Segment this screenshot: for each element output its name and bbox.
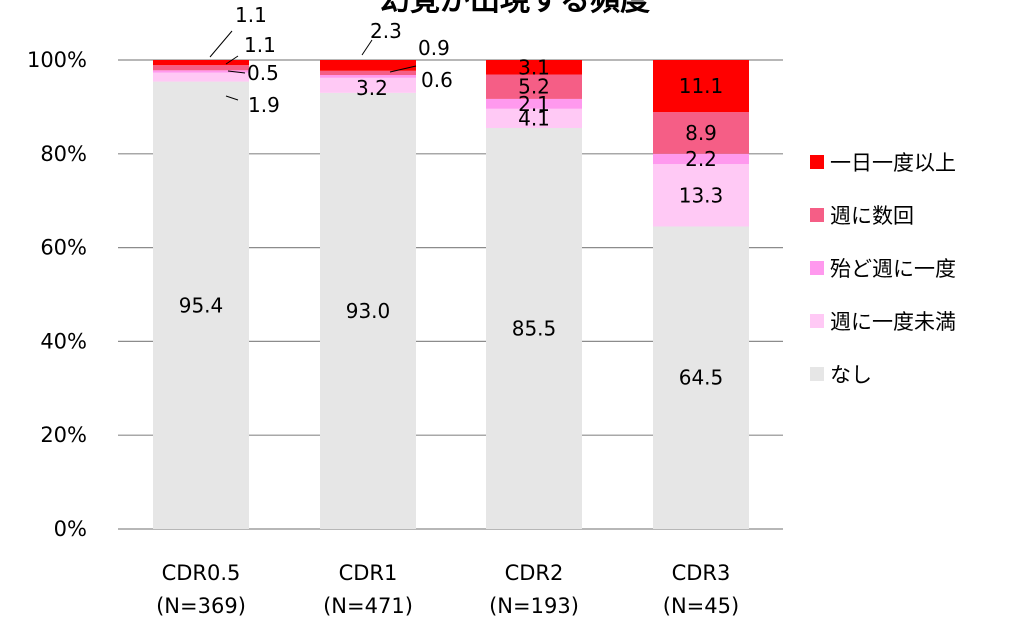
bar-segment xyxy=(320,60,416,71)
data-label: 1.9 xyxy=(248,93,280,117)
x-tick-label: CDR1 xyxy=(339,561,398,585)
legend-swatch xyxy=(810,367,824,381)
bar-segment xyxy=(486,128,582,529)
data-label: 85.5 xyxy=(512,317,557,341)
leader-line xyxy=(389,65,417,73)
leader-line xyxy=(361,39,373,56)
data-label: 5.2 xyxy=(518,75,550,99)
bars xyxy=(153,60,749,529)
bar-segment xyxy=(653,153,749,165)
y-axis: 0% 20% 40% 60% 80% 100% xyxy=(27,48,87,541)
bar-segment xyxy=(653,112,749,154)
leader-line xyxy=(209,30,233,58)
bar-segment xyxy=(486,60,582,75)
legend-swatch xyxy=(810,155,824,169)
legend-item: 週に一度未満 xyxy=(810,310,956,334)
legend-item: 一日一度以上 xyxy=(810,151,956,175)
leader-line xyxy=(227,70,246,74)
legend-swatch xyxy=(810,208,824,222)
data-label: 95.4 xyxy=(179,293,224,317)
bar-segment xyxy=(653,60,749,113)
legend-item: なし xyxy=(810,363,872,387)
x-tick-label: CDR3 xyxy=(672,561,731,585)
data-label: 13.3 xyxy=(679,183,724,207)
bar-segment xyxy=(153,70,249,73)
data-label: 3.2 xyxy=(356,76,388,100)
legend-item: 殆ど週に一度 xyxy=(810,257,956,281)
legend-label: なし xyxy=(830,363,872,387)
chart-title: 幻覚が出現する頻度 xyxy=(380,0,650,18)
legend-label: 週に一度未満 xyxy=(830,310,956,334)
bar-segment xyxy=(486,108,582,129)
data-label: 64.5 xyxy=(679,366,724,390)
y-tick-label: 60% xyxy=(40,236,87,260)
bar-segment xyxy=(320,75,416,78)
x-axis: CDR0.5 (N=369) CDR1 (N=471) CDR2 (N=193) CDR3 (… xyxy=(156,561,739,618)
y-tick-label: 0% xyxy=(54,517,87,541)
data-label: 93.0 xyxy=(346,299,391,323)
legend-item: 週に数回 xyxy=(810,204,914,228)
data-labels: 95.41.90.51.11.193.03.2 0.60.92.385.54.12… xyxy=(179,3,724,390)
bar-segment xyxy=(153,81,249,529)
data-label: 4.1 xyxy=(518,106,550,130)
data-label: 0.9 xyxy=(418,36,450,60)
y-tick-label: 20% xyxy=(40,423,87,447)
leader-line xyxy=(225,55,239,65)
leader-line xyxy=(225,95,239,101)
bar-segment xyxy=(486,98,582,109)
x-tick-sublabel: (N=471) xyxy=(323,594,413,618)
data-label: 1.1 xyxy=(235,3,267,27)
y-tick-label: 80% xyxy=(40,142,87,166)
x-tick-sublabel: (N=193) xyxy=(489,594,579,618)
bar-segment xyxy=(653,164,749,227)
data-label: 3.1 xyxy=(518,55,550,79)
data-label: 0.5 xyxy=(247,61,279,85)
bar-segment xyxy=(320,92,416,529)
legend-swatch xyxy=(810,261,824,275)
x-tick-sublabel: (N=369) xyxy=(156,594,246,618)
data-label: 11.1 xyxy=(679,74,724,98)
bar-segment xyxy=(153,65,249,71)
legend-label: 週に数回 xyxy=(830,204,914,228)
x-tick-label: CDR2 xyxy=(505,561,564,585)
data-label: 2.2 xyxy=(685,147,717,171)
legend-label: 一日一度以上 xyxy=(830,151,956,175)
data-label: 2.1 xyxy=(518,92,550,116)
y-tick-label: 100% xyxy=(27,48,87,72)
data-label: 8.9 xyxy=(685,121,717,145)
data-label: 1.1 xyxy=(244,33,276,57)
data-label: 2.3 xyxy=(370,19,402,43)
y-tick-label: 40% xyxy=(40,329,87,353)
bar-segment xyxy=(320,70,416,76)
legend-label: 殆ど週に一度 xyxy=(830,257,956,281)
legend-swatch xyxy=(810,314,824,328)
bar-segment xyxy=(653,226,749,529)
bar-segment xyxy=(153,72,249,82)
bar-segment xyxy=(486,74,582,99)
bar-segment xyxy=(153,60,249,66)
data-label: 0.6 xyxy=(421,68,453,92)
x-tick-label: CDR0.5 xyxy=(162,561,241,585)
bar-segment xyxy=(320,77,416,93)
x-tick-sublabel: (N=45) xyxy=(663,594,739,618)
